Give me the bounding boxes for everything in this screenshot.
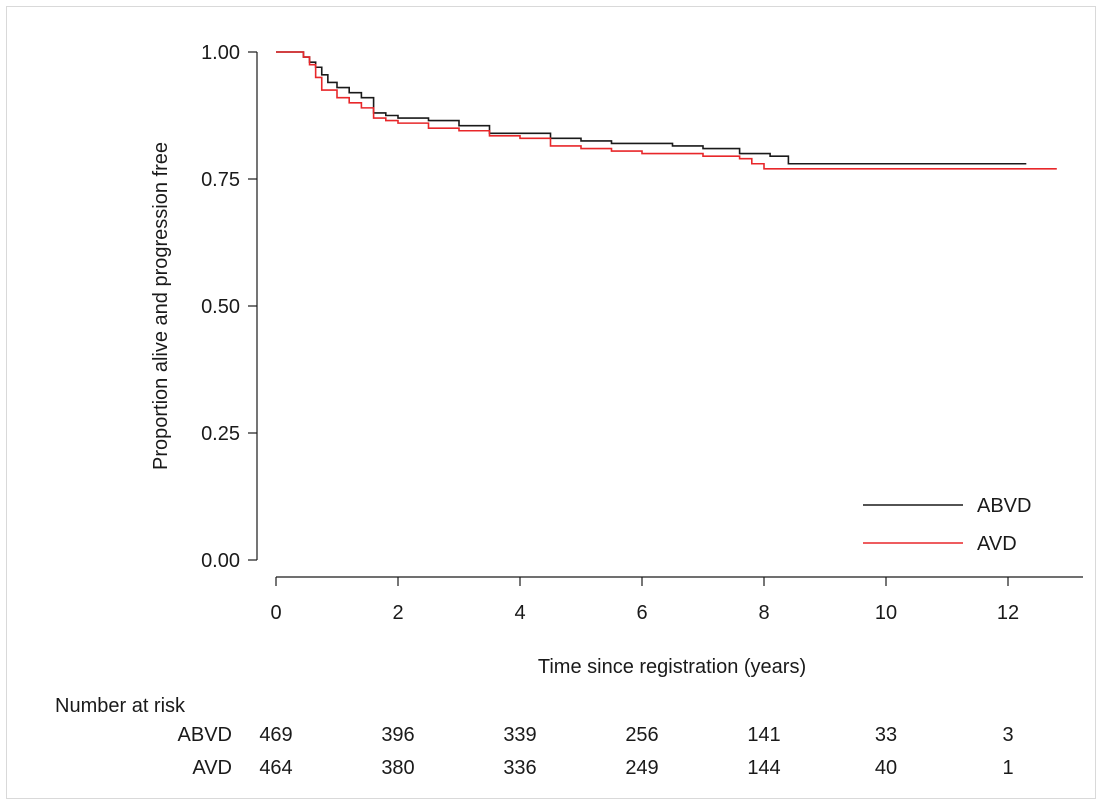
risk-value: 339 — [503, 724, 536, 746]
y-tick-label: 1.00 — [201, 42, 240, 64]
x-tick-label: 12 — [997, 602, 1019, 624]
legend: ABVD AVD — [863, 495, 1031, 555]
series-line-avd — [276, 51, 1057, 170]
risk-value: 396 — [381, 724, 414, 746]
x-tick-label: 2 — [392, 602, 403, 624]
risk-table-header: Number at risk — [55, 695, 186, 717]
y-ticks: 0.00 0.25 0.50 0.75 1.00 — [201, 42, 257, 572]
risk-value: 3 — [1002, 724, 1013, 746]
x-tick-label: 0 — [270, 602, 281, 624]
legend-label-abvd: ABVD — [977, 495, 1031, 517]
series-lines — [276, 51, 1057, 170]
y-tick-label: 0.75 — [201, 169, 240, 191]
risk-value: 380 — [381, 757, 414, 779]
risk-row-label: AVD — [192, 757, 232, 779]
risk-value: 141 — [747, 724, 780, 746]
risk-value: 464 — [259, 757, 292, 779]
y-tick-label: 0.25 — [201, 423, 240, 445]
risk-row-label: ABVD — [178, 724, 232, 746]
risk-value: 33 — [875, 724, 897, 746]
y-tick-label: 0.00 — [201, 550, 240, 572]
risk-value: 336 — [503, 757, 536, 779]
risk-value: 40 — [875, 757, 897, 779]
risk-value: 249 — [625, 757, 658, 779]
y-axis-label: Proportion alive and progression free — [150, 142, 172, 470]
risk-value: 469 — [259, 724, 292, 746]
risk-value: 256 — [625, 724, 658, 746]
x-tick-label: 4 — [514, 602, 525, 624]
y-tick-label: 0.50 — [201, 296, 240, 318]
x-axis-label: Time since registration (years) — [538, 656, 806, 678]
x-tick-label: 10 — [875, 602, 897, 624]
legend-label-avd: AVD — [977, 533, 1017, 555]
x-tick-label: 6 — [636, 602, 647, 624]
series-line-abvd — [276, 51, 1027, 165]
x-tick-label: 8 — [758, 602, 769, 624]
risk-value: 1 — [1002, 757, 1013, 779]
x-ticks: 0 2 4 6 8 10 12 — [270, 577, 1019, 624]
risk-value: 144 — [747, 757, 780, 779]
